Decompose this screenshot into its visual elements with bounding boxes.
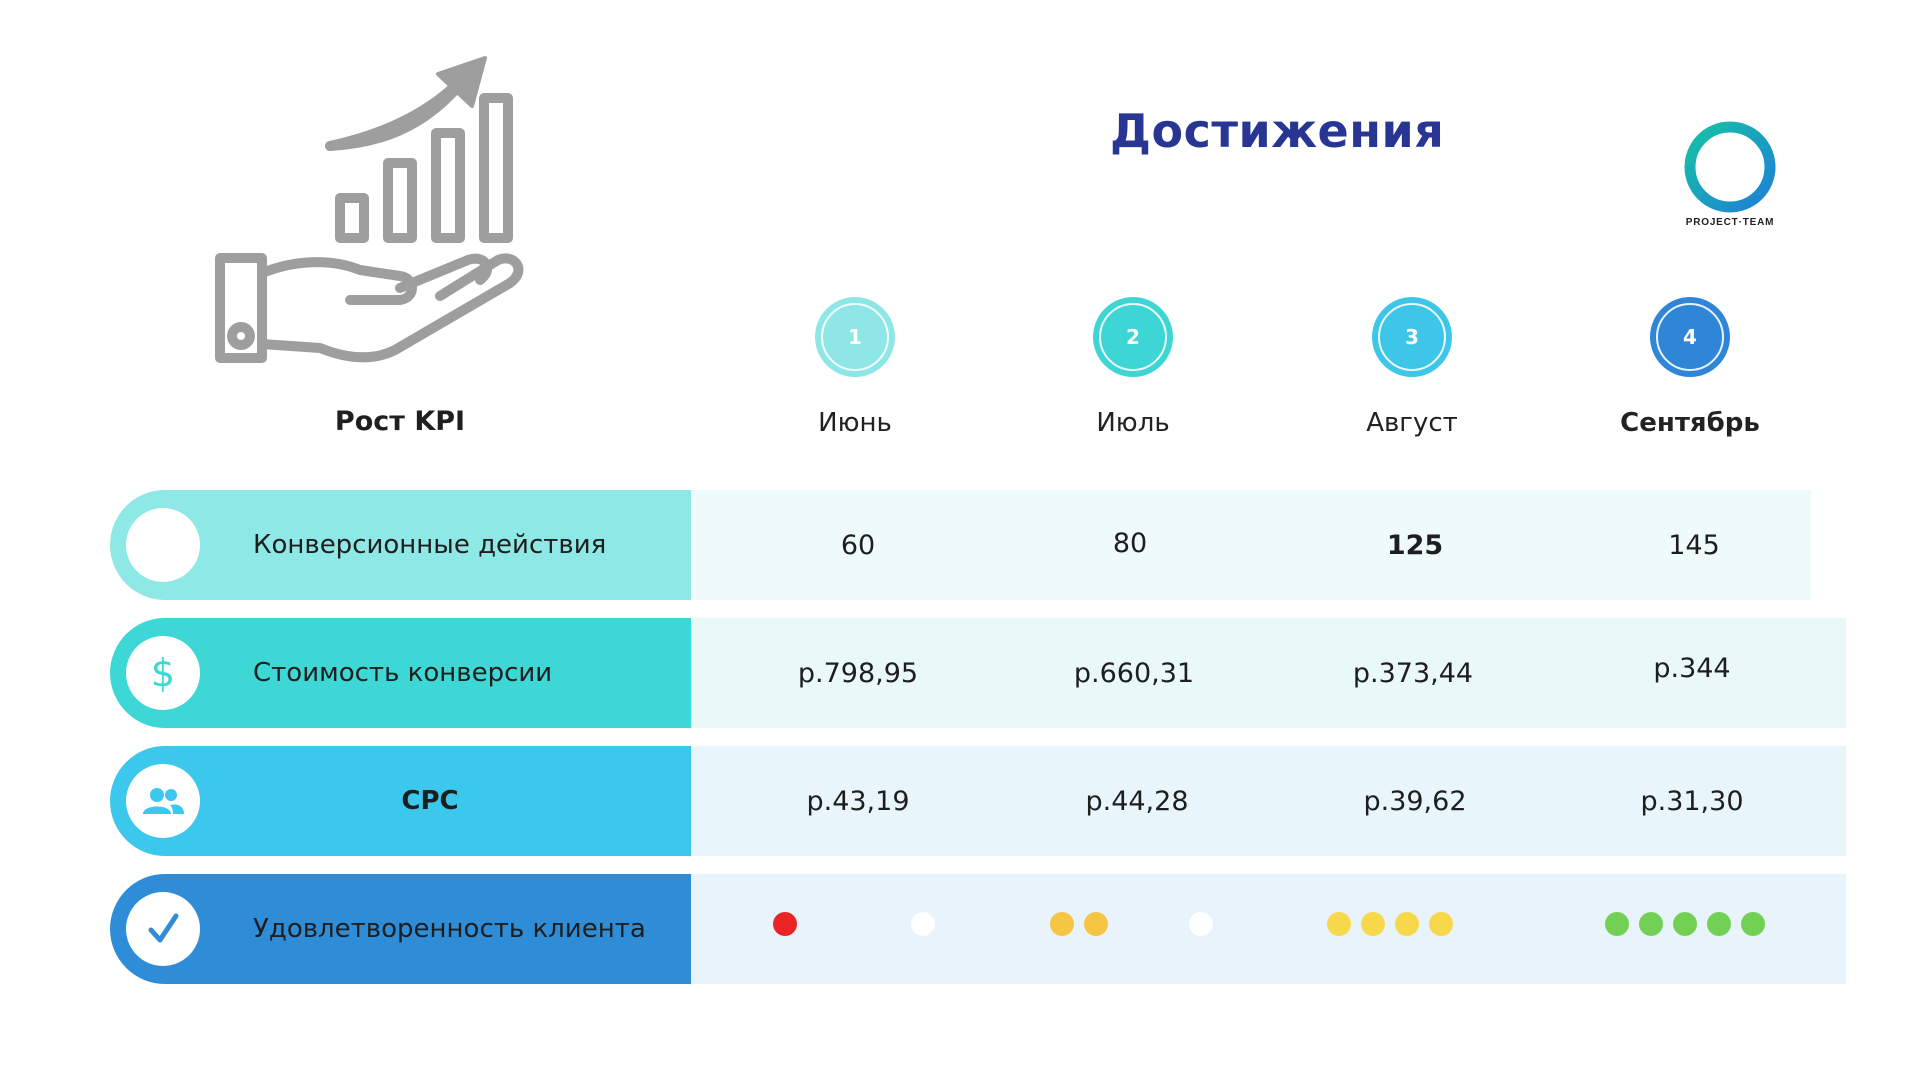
conversions-august: 125	[1386, 530, 1444, 561]
rating-dot	[1395, 912, 1419, 936]
rating-dot	[1707, 912, 1731, 936]
row-cpc-label: CPC	[401, 786, 459, 816]
step-number-2: 2	[1099, 303, 1167, 371]
step-number-1: 1	[821, 303, 889, 371]
step-number-4: 4	[1656, 303, 1724, 371]
cost-june: р.798,95	[797, 658, 919, 689]
rating-dot	[1673, 912, 1697, 936]
check-icon	[126, 892, 200, 966]
month-name-3: Август	[1366, 408, 1458, 438]
month-name-4: Сентябрь	[1620, 408, 1760, 438]
conversions-july: 80	[1112, 528, 1148, 559]
dollar-icon: $	[126, 636, 200, 710]
row-cost-values	[691, 618, 1846, 728]
step-number-3: 3	[1378, 303, 1446, 371]
rating-dot	[773, 912, 797, 936]
blank-circle-icon	[126, 508, 200, 582]
rating-dot	[1361, 912, 1385, 936]
row-satisfaction-label: Удовлетворенность клиента	[253, 914, 646, 944]
month-column-3: 3 Август	[1322, 0, 1502, 460]
kpi-growth-label: Рост KPI	[334, 406, 466, 437]
cost-july: р.660,31	[1073, 658, 1195, 689]
row-satisfaction-header: Удовлетворенность клиента	[110, 874, 691, 984]
month-column-4: 4 Сентябрь	[1600, 0, 1780, 460]
row-cost-label: Стоимость конверсии	[253, 658, 553, 688]
rating-dot-empty	[1189, 912, 1213, 936]
cpc-august: р.39,62	[1363, 786, 1467, 817]
row-cost-header: $ Стоимость конверсии	[110, 618, 691, 728]
cpc-july: р.44,28	[1085, 786, 1189, 817]
month-name-2: Июль	[1096, 408, 1170, 438]
row-satisfaction-values	[691, 874, 1846, 984]
conversions-september: 145	[1668, 530, 1720, 561]
users-icon	[126, 764, 200, 838]
logo-caption: PROJECT·TEAM	[1685, 217, 1775, 228]
step-circle-1: 1	[815, 297, 895, 377]
month-name-1: Июнь	[818, 408, 892, 438]
cpc-september: р.31,30	[1640, 786, 1744, 817]
step-circle-4: 4	[1650, 297, 1730, 377]
row-conversions-header: Конверсионные действия	[110, 490, 691, 600]
step-circle-2: 2	[1093, 297, 1173, 377]
rating-dot	[1327, 912, 1351, 936]
rating-dot	[1084, 912, 1108, 936]
month-column-2: 2 Июль	[1043, 0, 1223, 460]
cost-september: р.344	[1653, 653, 1731, 684]
month-column-1: 1 Июнь	[765, 0, 945, 460]
cost-august: р.373,44	[1352, 658, 1474, 689]
project-team-logo	[1684, 121, 1776, 213]
row-cpc-header: CPC	[110, 746, 691, 856]
rating-dot	[1605, 912, 1629, 936]
kpi-growth-icon	[215, 56, 524, 363]
page-title: Достижения	[1110, 104, 1445, 158]
row-cpc-values	[691, 746, 1846, 856]
rating-dot	[1741, 912, 1765, 936]
cpc-june: р.43,19	[806, 786, 910, 817]
row-conversions-values	[691, 490, 1811, 600]
svg-text:$: $	[151, 651, 175, 695]
rating-dot	[1639, 912, 1663, 936]
step-circle-3: 3	[1372, 297, 1452, 377]
rating-dot-empty	[911, 912, 935, 936]
row-conversions-label: Конверсионные действия	[253, 530, 607, 560]
rating-dot	[1050, 912, 1074, 936]
rating-dot	[1429, 912, 1453, 936]
conversions-june: 60	[840, 530, 876, 561]
